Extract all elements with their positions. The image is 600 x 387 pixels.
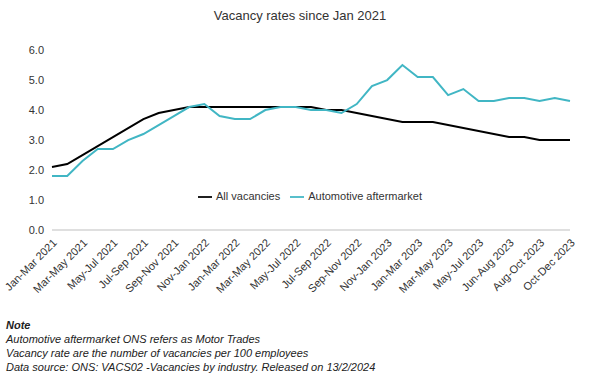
svg-text:Jul-Sep 2021: Jul-Sep 2021 [96, 236, 151, 291]
svg-text:May-Jul 2021: May-Jul 2021 [64, 236, 120, 292]
html-text:All vacancies: All vacancies [216, 190, 281, 202]
svg-text:Nov-Jan 2022: Nov-Jan 2022 [154, 236, 211, 293]
svg-text:May-Jul 2022: May-Jul 2022 [247, 236, 303, 292]
svg-text:Sep-Nov 2021: Sep-Nov 2021 [123, 236, 181, 294]
svg-text:Mar-May 2021: Mar-May 2021 [31, 236, 90, 295]
svg-text:Sep-Nov 2022: Sep-Nov 2022 [305, 236, 363, 294]
svg-text:4.0: 4.0 [29, 104, 44, 116]
svg-text:2.0: 2.0 [29, 164, 44, 176]
svg-text:6.0: 6.0 [29, 44, 44, 56]
svg-text:Jul-Sep 2022: Jul-Sep 2022 [278, 236, 334, 291]
svg-text:3.0: 3.0 [29, 134, 44, 146]
svg-text:Jan-Mar 2023: Jan-Mar 2023 [368, 236, 424, 292]
svg-text:Oct-Dec 2023: Oct-Dec 2023 [520, 236, 576, 292]
html-text:Note: Note [6, 319, 31, 331]
svg-text:May-Jul 2023: May-Jul 2023 [430, 236, 486, 292]
html-text:Automotive aftermarket: Automotive aftermarket [308, 190, 422, 202]
html-text:Vacancy rate are the number of: Vacancy rate are the number of vacancies… [6, 347, 309, 359]
html-text:Data source: ONS: VACS02 -Vaca: Data source: ONS: VACS02 -Vacancies by i… [6, 361, 376, 373]
svg-text:0.0: 0.0 [29, 224, 44, 236]
svg-text:1.0: 1.0 [29, 194, 44, 206]
svg-text:Jun-Aug 2023: Jun-Aug 2023 [459, 236, 516, 293]
svg-text:Nov-Jan 2023: Nov-Jan 2023 [337, 236, 394, 293]
svg-text:Mar-May 2022: Mar-May 2022 [214, 236, 273, 295]
html-text:Automotive aftermarket ONS ref: Automotive aftermarket ONS refers as Mot… [6, 333, 261, 345]
svg-text:Mar-May 2023: Mar-May 2023 [396, 236, 455, 295]
svg-text:Jan-Mar 2022: Jan-Mar 2022 [185, 236, 241, 292]
html-text:Vacancy rates since Jan 2021: Vacancy rates since Jan 2021 [213, 8, 387, 23]
svg-text:Aug-Oct 2023: Aug-Oct 2023 [490, 236, 546, 292]
svg-text:5.0: 5.0 [29, 74, 44, 86]
